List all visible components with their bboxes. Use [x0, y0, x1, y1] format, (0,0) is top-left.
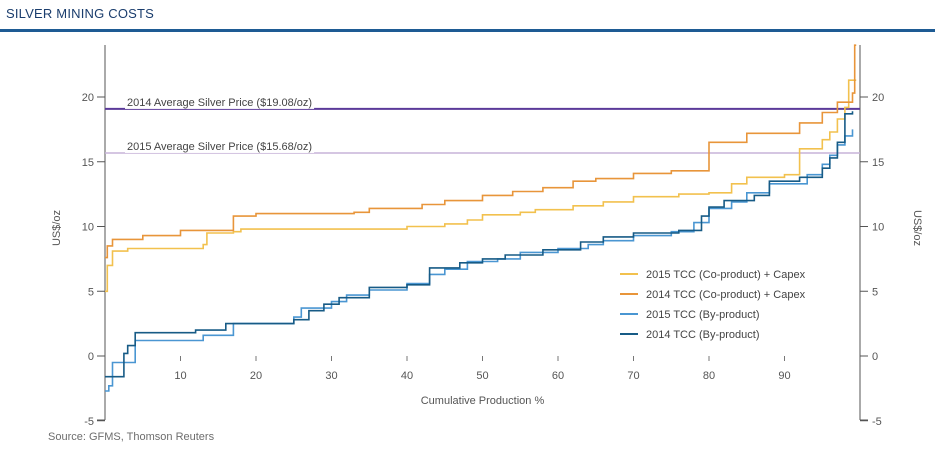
x-tick-label: 90: [778, 370, 790, 382]
title-divider: [0, 29, 935, 32]
reference-label-bg: [125, 96, 315, 109]
reference-label: 2015 Average Silver Price ($15.68/oz): [127, 141, 312, 153]
y-tick-label-right: -5: [872, 416, 882, 428]
y-axis-label-right: US$/oz: [911, 210, 923, 246]
legend: 2015 TCC (Co-product) + Capex 2014 TCC (C…: [620, 269, 806, 341]
y-tick-label-left: 15: [82, 157, 94, 169]
y-tick-label-left: 20: [82, 92, 94, 104]
legend-label-1: 2015 TCC (Co-product) + Capex: [646, 269, 806, 281]
y-tick-label-right: 5: [872, 286, 878, 298]
x-tick-label: 30: [325, 370, 337, 382]
series-line-3: [105, 129, 854, 392]
y-tick-label-left: 5: [88, 286, 94, 298]
x-tick-label: 10: [174, 370, 186, 382]
x-tick-label: 60: [552, 370, 564, 382]
y-tick-label-right: 10: [872, 222, 884, 234]
y-tick-label-left: 0: [88, 351, 94, 363]
x-tick-label: 80: [703, 370, 715, 382]
y-tick-label-right: 15: [872, 157, 884, 169]
series-line-4: [105, 111, 854, 378]
legend-label-4: 2014 TCC (By-product): [646, 329, 760, 341]
x-tick-label: 70: [627, 370, 639, 382]
chart-axes: -5 -5 0 0 5 5 10 10 15 15 20 20 10 20 30 40 50 60 70 80 90 Cu…: [51, 45, 923, 428]
y-tick-label-right: 20: [872, 92, 884, 104]
series-group: [105, 44, 857, 392]
reference-label: 2014 Average Silver Price ($19.08/oz): [127, 97, 312, 109]
x-tick-label: 40: [401, 370, 413, 382]
x-axis-label: Cumulative Production %: [421, 395, 545, 407]
series-line-1: [105, 79, 857, 293]
y-tick-label-left: -5: [84, 416, 94, 428]
reference-lines: 2014 Average Silver Price ($19.08/oz) 201…: [105, 96, 860, 154]
source-note: Source: GFMS, Thomson Reuters: [48, 431, 215, 443]
reference-label-bg: [125, 140, 315, 153]
x-tick-label: 20: [250, 370, 262, 382]
series-line-2: [105, 44, 857, 259]
y-axis-label-left: US$/oz: [51, 210, 63, 246]
legend-label-2: 2014 TCC (Co-product) + Capex: [646, 289, 806, 301]
x-tick-label: 50: [476, 370, 488, 382]
chart-title: SILVER MINING COSTS: [6, 6, 155, 21]
y-tick-label-left: 10: [82, 222, 94, 234]
legend-label-3: 2015 TCC (By-product): [646, 309, 760, 321]
y-tick-label-right: 0: [872, 351, 878, 363]
